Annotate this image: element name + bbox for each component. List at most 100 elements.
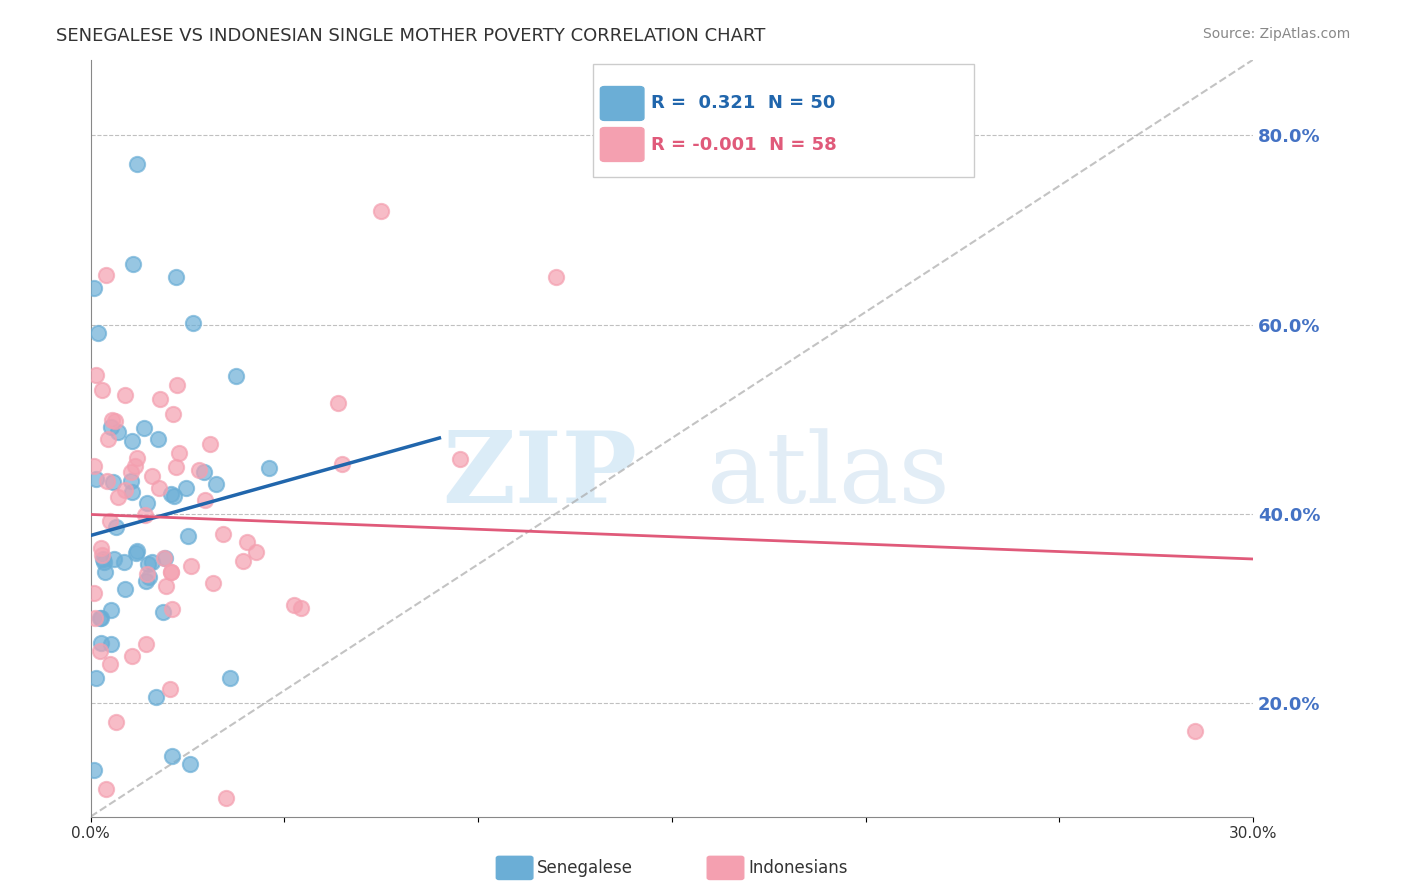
Point <box>232 554 254 568</box>
Point <box>145 690 167 704</box>
Point <box>163 489 186 503</box>
Point <box>89 611 111 625</box>
Point <box>165 460 187 475</box>
Point <box>83 281 105 295</box>
Point <box>136 557 159 571</box>
Point <box>84 472 107 486</box>
Point <box>290 601 312 615</box>
Point <box>152 605 174 619</box>
Point <box>177 529 200 543</box>
Text: Indonesians: Indonesians <box>748 859 848 877</box>
Text: Senegalese: Senegalese <box>537 859 633 877</box>
Point <box>135 567 157 582</box>
Point <box>98 657 121 671</box>
Text: Source: ZipAtlas.com: Source: ZipAtlas.com <box>1202 27 1350 41</box>
Point <box>104 519 127 533</box>
Point <box>257 461 280 475</box>
Point <box>94 565 117 579</box>
Text: atlas: atlas <box>707 428 949 524</box>
Point <box>193 465 215 479</box>
Point <box>135 496 157 510</box>
Point <box>90 635 112 649</box>
Point <box>153 550 176 565</box>
Point <box>165 270 187 285</box>
Point <box>544 270 567 285</box>
Point <box>120 474 142 488</box>
Point <box>215 790 238 805</box>
Point <box>212 527 235 541</box>
Text: ZIP: ZIP <box>441 427 637 524</box>
Point <box>120 465 142 479</box>
Point <box>103 552 125 566</box>
Point <box>107 425 129 439</box>
Text: SENEGALESE VS INDONESIAN SINGLE MOTHER POVERTY CORRELATION CHART: SENEGALESE VS INDONESIAN SINGLE MOTHER P… <box>56 27 766 45</box>
Point <box>97 432 120 446</box>
Point <box>160 602 183 616</box>
Point <box>107 490 129 504</box>
Point <box>330 457 353 471</box>
Point <box>121 434 143 448</box>
Point <box>86 326 108 340</box>
Point <box>160 565 183 579</box>
Point <box>125 545 148 559</box>
Point <box>370 204 392 219</box>
Point <box>90 611 112 625</box>
Point <box>148 481 170 495</box>
Point <box>112 555 135 569</box>
Point <box>155 579 177 593</box>
Point <box>167 446 190 460</box>
Point <box>121 485 143 500</box>
Point <box>141 468 163 483</box>
Point <box>104 715 127 730</box>
Point <box>174 481 197 495</box>
Point <box>181 316 204 330</box>
Point <box>134 508 156 522</box>
Point <box>83 586 105 600</box>
Point <box>283 598 305 612</box>
Text: R = -0.001  N = 58: R = -0.001 N = 58 <box>651 136 837 153</box>
Point <box>100 603 122 617</box>
Point <box>135 637 157 651</box>
Point <box>138 570 160 584</box>
Point <box>149 392 172 406</box>
Point <box>121 648 143 663</box>
Point <box>160 566 183 580</box>
Point <box>326 396 349 410</box>
Point <box>159 682 181 697</box>
Point <box>100 636 122 650</box>
Point <box>166 378 188 392</box>
Point <box>96 474 118 488</box>
Point <box>162 748 184 763</box>
Point <box>90 383 112 397</box>
Point <box>245 544 267 558</box>
Point <box>101 413 124 427</box>
Point <box>162 407 184 421</box>
Point <box>188 463 211 477</box>
Point <box>202 575 225 590</box>
Point <box>160 487 183 501</box>
Point <box>225 369 247 384</box>
Point <box>124 458 146 473</box>
Point <box>90 548 112 562</box>
Point <box>83 764 105 778</box>
Point <box>125 543 148 558</box>
Point <box>135 574 157 588</box>
Point <box>127 451 149 466</box>
Point <box>96 268 118 283</box>
Point <box>100 420 122 434</box>
Point <box>127 157 149 171</box>
Point <box>84 368 107 383</box>
Point <box>83 458 105 473</box>
Point <box>153 551 176 566</box>
Point <box>449 452 471 467</box>
Point <box>180 558 202 573</box>
Point <box>141 555 163 569</box>
Point <box>122 257 145 271</box>
Point <box>93 552 115 566</box>
Point <box>235 535 257 549</box>
Point <box>103 414 125 428</box>
Point <box>84 611 107 625</box>
Point <box>98 515 121 529</box>
Point <box>114 582 136 596</box>
Point <box>84 671 107 685</box>
